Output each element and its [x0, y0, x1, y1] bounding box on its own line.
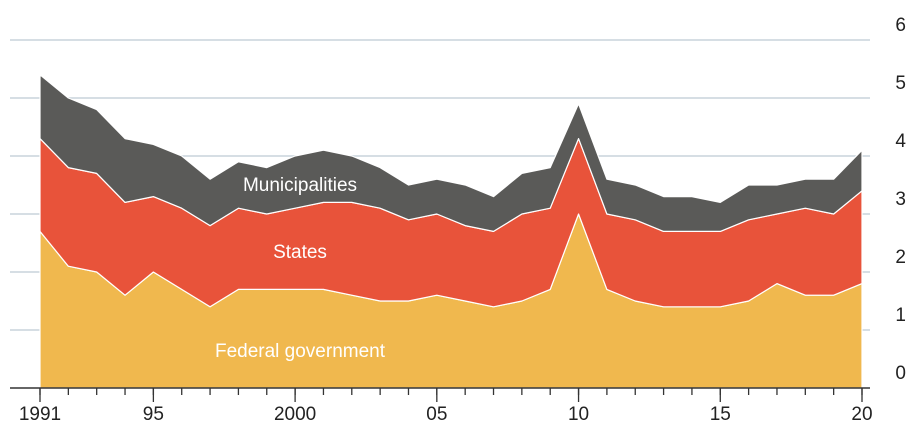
series-label: Federal government: [215, 341, 386, 362]
y-tick-label: 1: [895, 305, 906, 326]
y-tick-label: 4: [895, 131, 906, 152]
x-tick-label: 2000: [274, 404, 316, 425]
x-tick-label: 10: [568, 404, 589, 425]
x-tick-label: 95: [143, 404, 164, 425]
y-tick-label: 6: [895, 15, 906, 36]
y-tick-label: 0: [895, 363, 906, 384]
y-tick-label: 3: [895, 189, 906, 210]
y-tick-label: 5: [895, 73, 906, 94]
area: [39, 74, 863, 232]
series-label: Municipalities: [243, 175, 357, 196]
series-label: States: [273, 242, 327, 263]
x-tick-label: 20: [851, 404, 872, 425]
x-tick-label: 15: [710, 404, 731, 425]
x-tick-label: 1991: [19, 404, 61, 425]
y-tick-label: 2: [895, 247, 906, 268]
x-tick-label: 05: [426, 404, 447, 425]
